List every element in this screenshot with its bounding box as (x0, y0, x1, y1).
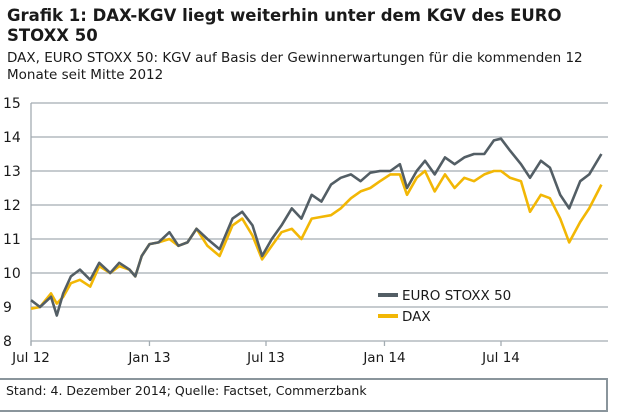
legend-label-esx: EURO STOXX 50 (402, 288, 511, 304)
series-line-dax (30, 169, 603, 310)
chart-title: Grafik 1: DAX-KGV liegt weiterhin unter … (7, 6, 562, 45)
y-tick-label: 12 (3, 198, 21, 214)
series-line-euro-stoxx-50 (30, 137, 603, 317)
line-chart: 8 9 10 11 12 13 14 15 Jul 12 Jan 13 Jul 13 Jan 14 J… (3, 96, 608, 366)
x-tick-label: Jul 13 (246, 350, 285, 366)
legend: EURO STOXX 50 DAX (378, 288, 511, 325)
chart-subtitle: DAX, EURO STOXX 50: KGV auf Basis der Ge… (7, 50, 583, 83)
y-tick-label: 10 (3, 266, 21, 282)
y-tick-label: 9 (3, 300, 12, 316)
y-tick-label: 14 (3, 130, 21, 146)
x-tick-label: Jul 14 (481, 350, 520, 366)
y-tick-label: 8 (3, 334, 12, 350)
x-tick-label: Jan 14 (362, 350, 405, 366)
x-tick-label: Jul 12 (11, 350, 50, 366)
x-tick-label: Jan 13 (127, 350, 170, 366)
y-tick-label: 11 (3, 232, 21, 248)
source-note: Stand: 4. Dezember 2014; Quelle: Factset… (6, 383, 367, 398)
footer-frame (0, 378, 608, 412)
y-tick-label: 15 (3, 96, 21, 112)
legend-label-dax: DAX (402, 309, 431, 325)
y-tick-label: 13 (3, 164, 21, 180)
